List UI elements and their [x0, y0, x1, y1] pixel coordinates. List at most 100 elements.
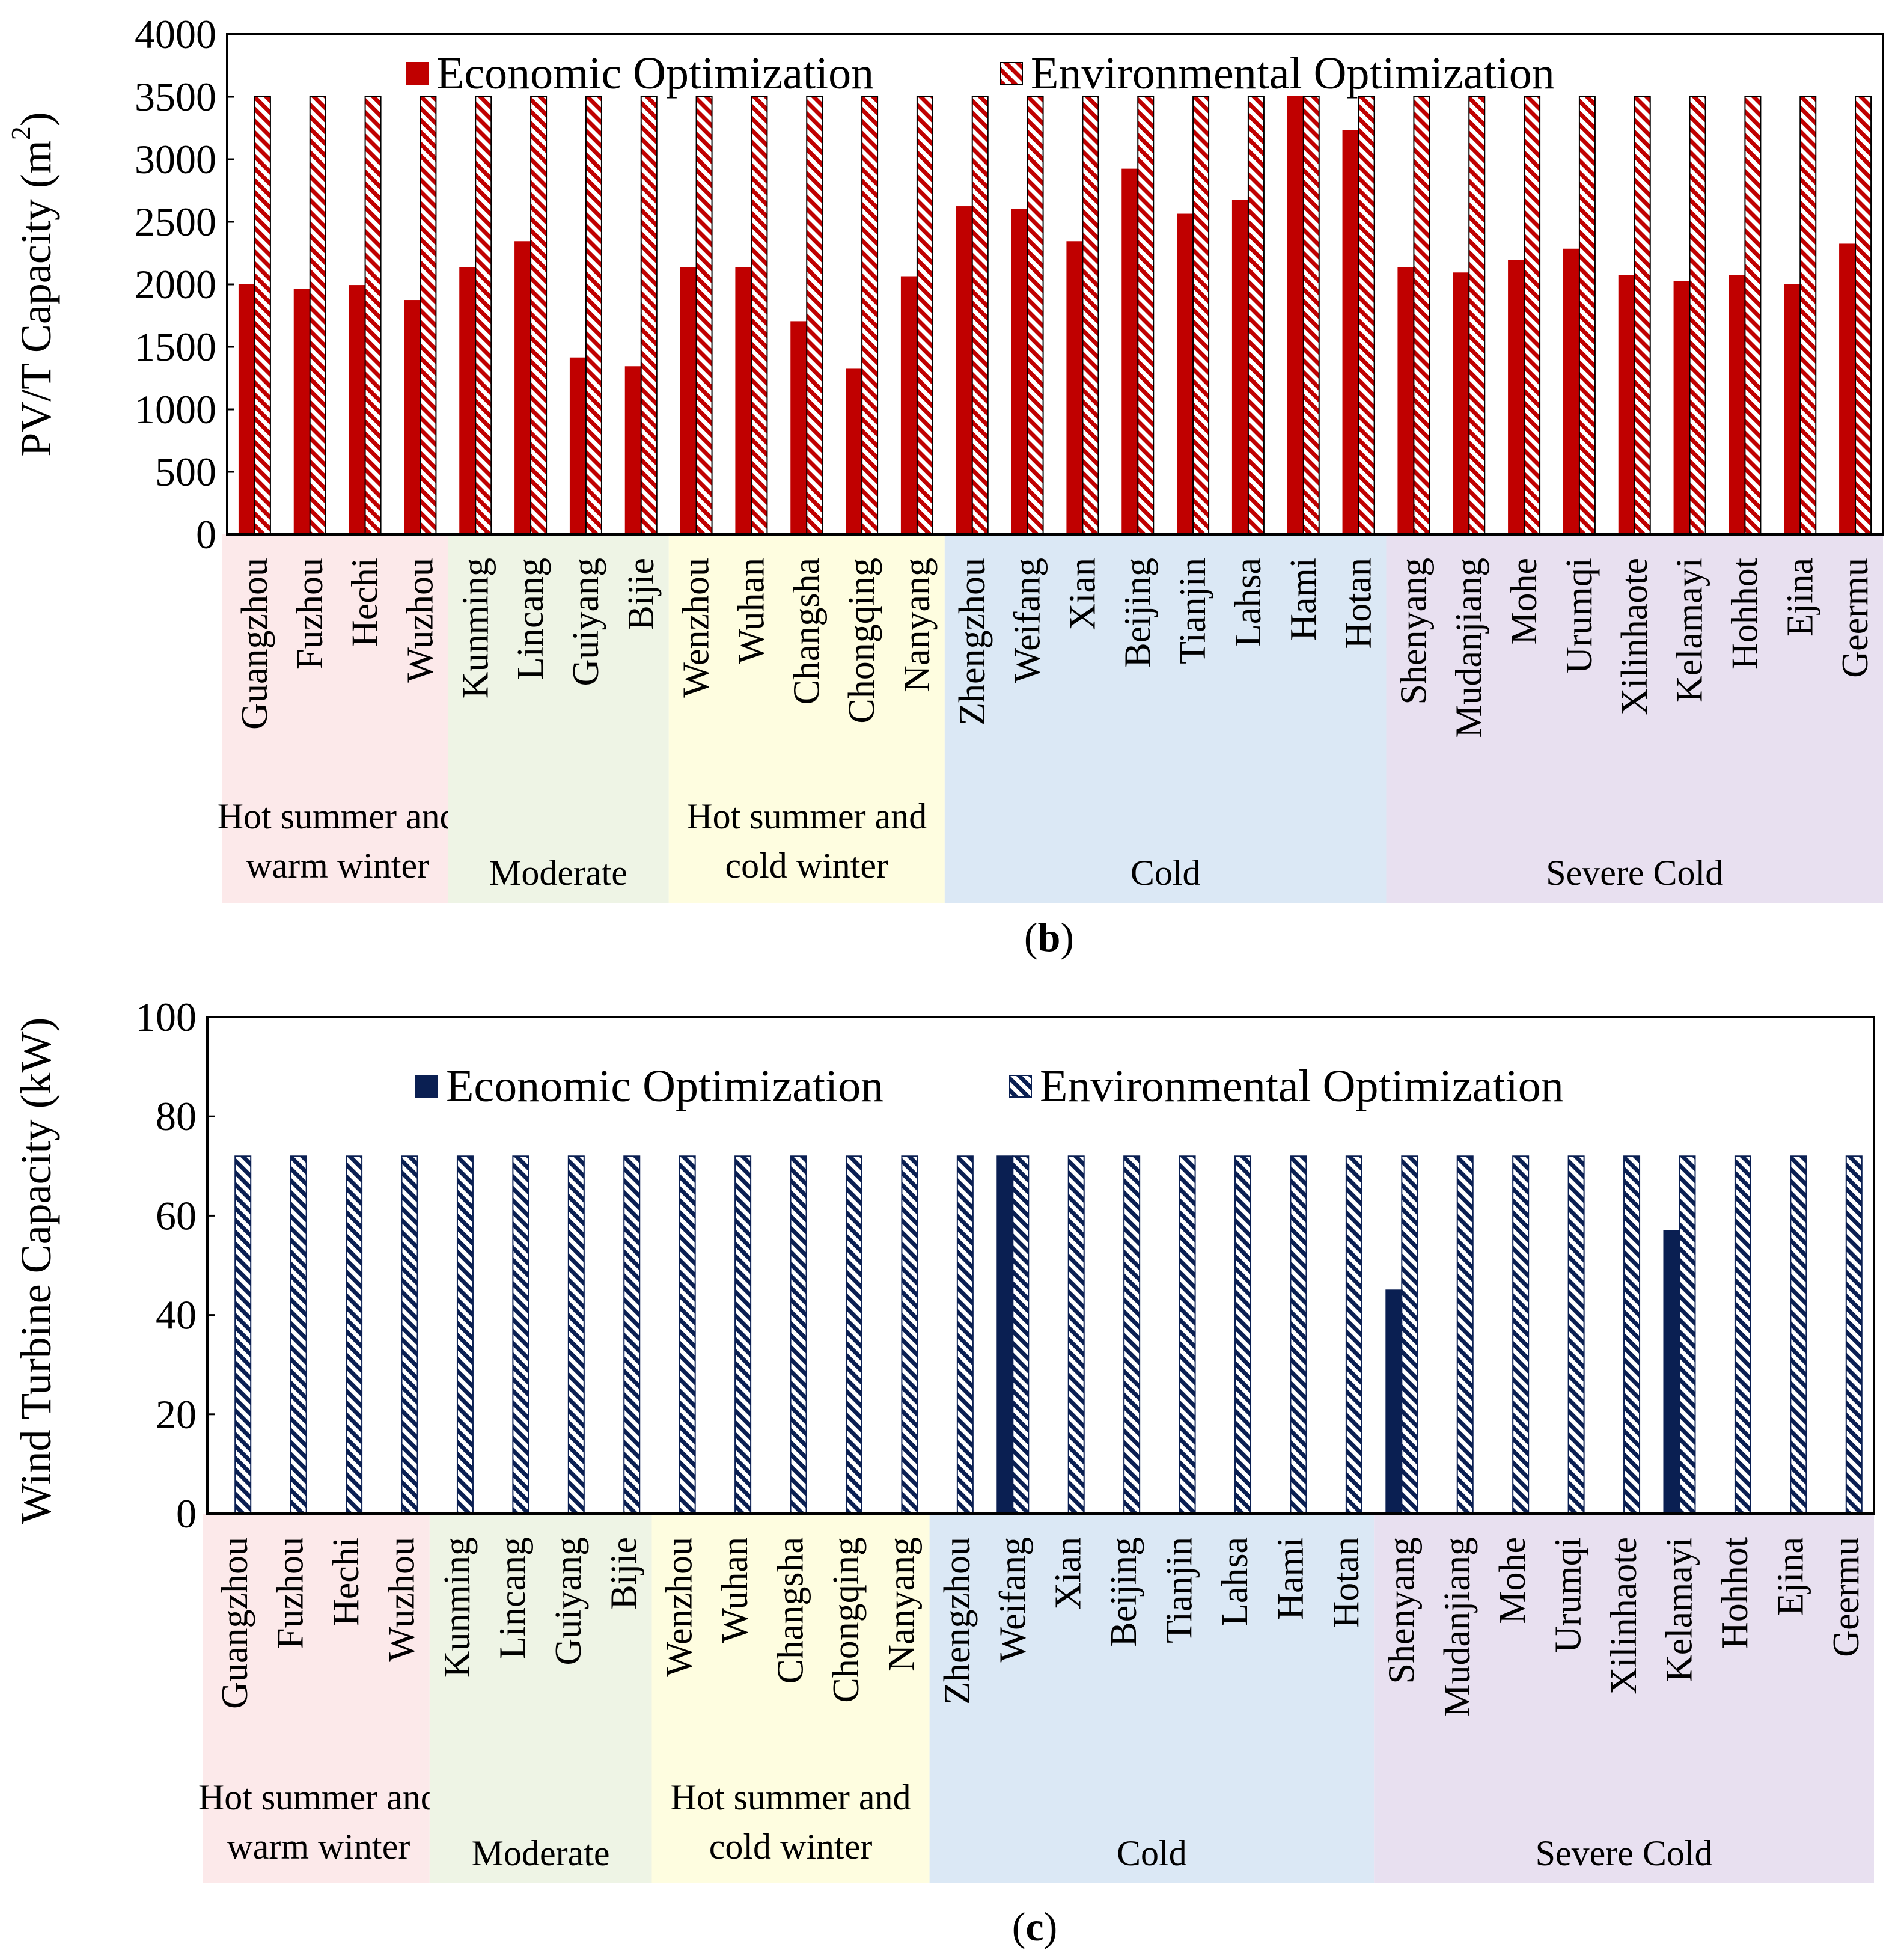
bar-environmental: [1082, 96, 1099, 535]
bar-economic: [1563, 248, 1580, 535]
climate-zone-band: [929, 1514, 1375, 1883]
bar-economic: [404, 300, 421, 535]
bar-environmental: [401, 1155, 418, 1514]
bar-environmental: [234, 1155, 252, 1514]
bar-environmental: [1456, 1155, 1474, 1514]
climate-zone-label: Severe Cold: [1546, 853, 1723, 893]
panel-label-open: (: [1012, 1904, 1026, 1949]
bar-environmental: [1468, 96, 1486, 535]
climate-zone-band: [429, 1514, 652, 1883]
wind-turbine-capacity-chart: Hot summer and warm winter Moderate Hot sum…: [12, 994, 1875, 1949]
climate-zone-label: warm winter: [227, 1827, 410, 1866]
bar-environmental: [420, 96, 437, 535]
category-label: Guangzhou: [215, 1537, 255, 1709]
category-label: Nanyang: [881, 1537, 922, 1672]
climate-zone-label: Severe Cold: [1536, 1833, 1713, 1873]
bar-economic: [996, 1155, 1014, 1514]
bar-environmental: [1302, 96, 1320, 535]
climate-zone-label: Moderate: [472, 1833, 610, 1873]
bar-economic: [956, 206, 973, 536]
category-label: Mudanjiang: [1437, 1537, 1478, 1717]
category-label: Nanyang: [897, 558, 938, 692]
climate-zone-label: Cold: [1130, 853, 1201, 893]
bar-economic: [238, 284, 255, 535]
bar-economic: [1508, 260, 1525, 535]
y-axis-label: PV/T Capacity (m2): [5, 112, 61, 457]
category-label: Tianjin: [1173, 558, 1213, 664]
y-axis-label-superscript: 2: [5, 126, 36, 140]
bar-economic: [1385, 1289, 1403, 1515]
bar-environmental: [512, 1155, 529, 1514]
bar-environmental: [1790, 1155, 1807, 1514]
bar-environmental: [1855, 96, 1872, 535]
bar-economic: [1121, 168, 1139, 535]
bar-environmental: [475, 96, 492, 535]
y-tick-label: 500: [155, 449, 216, 495]
bar-environmental: [1679, 1155, 1696, 1514]
bar-economic: [1663, 1230, 1680, 1515]
category-label: Xian: [1062, 558, 1103, 631]
category-label: Mudanjiang: [1448, 558, 1489, 738]
climate-zone-band: [448, 534, 669, 903]
bar-environmental: [1689, 96, 1706, 535]
bar-economic: [900, 276, 918, 535]
bar-environmental: [585, 96, 602, 535]
y-tick-label: 2500: [135, 199, 216, 245]
bar-economic: [1618, 275, 1635, 535]
climate-zone-label: cold winter: [709, 1827, 873, 1866]
bar-environmental: [734, 1155, 752, 1514]
category-label: Hotan: [1338, 558, 1379, 649]
bar-environmental: [1845, 1155, 1863, 1514]
bar-environmental: [1137, 96, 1155, 535]
panel-label-letter: b: [1038, 914, 1061, 960]
category-label: Wuzhou: [382, 1537, 423, 1662]
bar-environmental: [290, 1155, 307, 1514]
bar-economic: [293, 289, 311, 535]
bar-environmental: [956, 1155, 974, 1514]
panel-label-close: ): [1044, 1904, 1058, 1949]
category-label: Kunming: [437, 1537, 478, 1678]
category-label: Zhengzhou: [937, 1537, 978, 1705]
category-label: Wuhan: [731, 558, 772, 664]
bar-environmental: [845, 1155, 862, 1514]
y-tick-label: 1000: [135, 387, 216, 432]
category-label: Ejina: [1770, 1537, 1811, 1616]
legend-label-environmental: Environmental Optimization: [1031, 48, 1555, 99]
y-tick-label: 4000: [135, 11, 216, 57]
panel-label-letter: c: [1025, 1904, 1043, 1949]
bar-environmental: [1192, 96, 1210, 535]
category-label: Hami: [1283, 558, 1324, 641]
category-label: Hechi: [326, 1537, 367, 1626]
bar-environmental: [695, 96, 713, 535]
bar-environmental: [1401, 1155, 1418, 1514]
bar-environmental: [861, 96, 879, 535]
category-label: Guiyang: [548, 1537, 589, 1666]
climate-zone-band: [203, 1514, 430, 1883]
y-tick-label: 1500: [135, 324, 216, 370]
bar-economic: [349, 285, 366, 535]
category-label: Kunming: [455, 558, 496, 698]
legend-swatch-environmental: [1000, 62, 1023, 85]
category-label: Chongqing: [826, 1537, 867, 1703]
bar-economic: [1066, 241, 1084, 535]
y-tick-label: 3500: [135, 74, 216, 120]
category-label: Beijing: [1117, 558, 1158, 668]
bar-economic: [1011, 209, 1028, 535]
bar-economic: [1177, 213, 1194, 535]
y-tick-label: 60: [156, 1193, 197, 1238]
category-label: Hohhot: [1724, 558, 1765, 670]
legend-swatch-economic: [415, 1075, 438, 1098]
bar-economic: [459, 267, 477, 535]
category-label: Fuzhou: [270, 1537, 311, 1649]
category-label: Xilinhaote: [1603, 1537, 1644, 1695]
category-label: Kelamayi: [1659, 1537, 1700, 1682]
bar-environmental: [901, 1155, 918, 1514]
category-label: Kelamayi: [1670, 558, 1710, 703]
bar-environmental: [1123, 1155, 1141, 1514]
bar-environmental: [1524, 96, 1541, 535]
bar-environmental: [1623, 1155, 1641, 1514]
y-axis-label-close: ): [12, 112, 60, 126]
category-label: Lahsa: [1228, 558, 1269, 647]
bar-economic: [1397, 267, 1415, 535]
y-tick-label: 100: [135, 994, 197, 1040]
